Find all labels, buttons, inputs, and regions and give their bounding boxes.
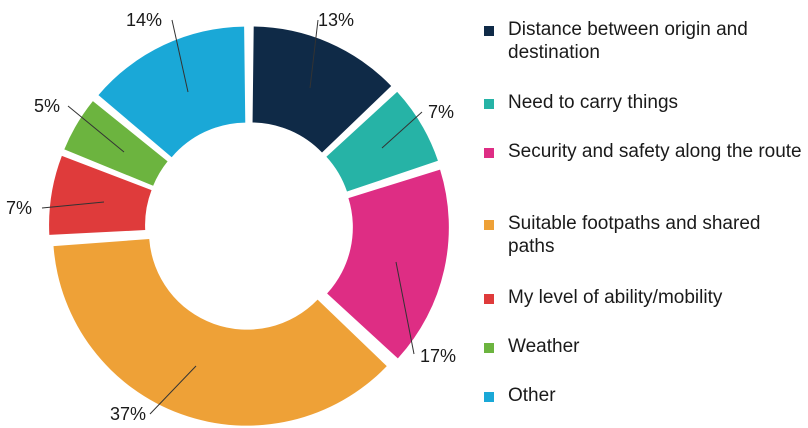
legend-item-ability: My level of ability/mobility bbox=[484, 286, 808, 309]
leader-line bbox=[149, 365, 197, 415]
legend-swatch bbox=[484, 392, 494, 402]
legend-swatch bbox=[484, 99, 494, 109]
slice-value-label: 5% bbox=[34, 96, 60, 116]
slice-value-label: 14% bbox=[126, 10, 162, 30]
slice-value-label: 7% bbox=[428, 102, 454, 122]
donut-slice bbox=[49, 155, 152, 235]
legend-item-footpaths: Suitable footpaths and shared paths bbox=[484, 212, 808, 258]
donut-slice bbox=[326, 91, 438, 192]
legend-label: Distance between origin and destination bbox=[508, 19, 748, 63]
slice-value-label: 17% bbox=[420, 346, 456, 366]
donut-slice bbox=[98, 26, 246, 158]
legend-label: Weather bbox=[508, 336, 580, 357]
legend-item-weather: Weather bbox=[484, 335, 808, 358]
legend-label: My level of ability/mobility bbox=[508, 287, 723, 308]
legend-item-security: Security and safety along the route bbox=[484, 140, 808, 163]
slice-value-label: 37% bbox=[110, 404, 146, 424]
legend-label: Other bbox=[508, 385, 556, 406]
legend-swatch bbox=[484, 343, 494, 353]
legend-label: Need to carry things bbox=[508, 92, 679, 113]
donut-slice bbox=[327, 169, 449, 359]
donut-slice bbox=[53, 238, 387, 426]
legend-label: Suitable footpaths and shared paths bbox=[508, 213, 761, 257]
legend-item-carry-things: Need to carry things bbox=[484, 91, 808, 114]
slice-value-label: 13% bbox=[318, 10, 354, 30]
legend-swatch bbox=[484, 148, 494, 158]
donut-slice bbox=[252, 26, 392, 153]
legend-swatch bbox=[484, 220, 494, 230]
legend-item-other: Other bbox=[484, 384, 808, 407]
legend-swatch bbox=[484, 26, 494, 36]
leader-line bbox=[381, 111, 423, 149]
leader-line bbox=[309, 19, 319, 89]
leader-line bbox=[171, 19, 189, 93]
legend-label: Security and safety along the route bbox=[508, 141, 802, 162]
leader-line bbox=[41, 201, 105, 209]
slice-value-label: 7% bbox=[6, 198, 32, 218]
leader-line bbox=[67, 105, 125, 153]
donut-slice bbox=[64, 101, 168, 186]
legend-item-distance: Distance between origin and destination bbox=[484, 18, 808, 64]
leader-line bbox=[395, 261, 415, 355]
legend-swatch bbox=[484, 294, 494, 304]
